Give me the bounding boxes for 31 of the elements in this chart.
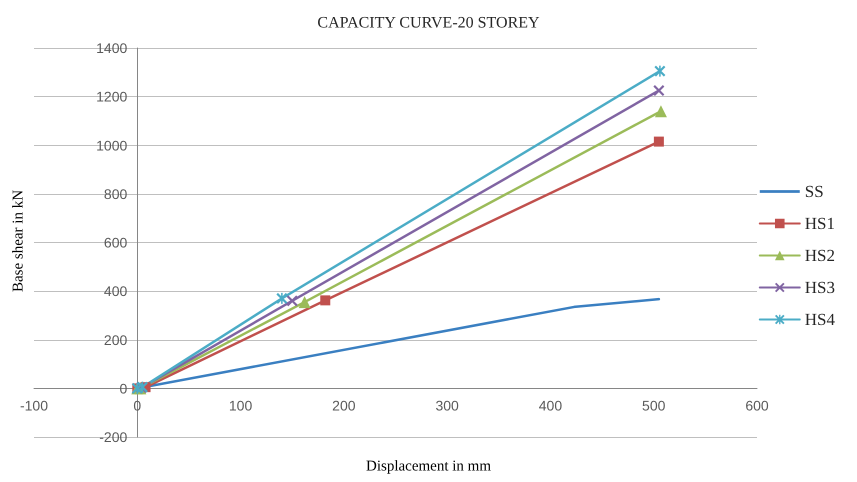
- x-tick-label: 300: [435, 397, 460, 414]
- x-tick-label: -100: [20, 397, 48, 414]
- y-tick-label: 200: [104, 332, 128, 348]
- legend-label: HS2: [804, 246, 836, 265]
- point: [286, 295, 298, 306]
- y-tick-label: 800: [104, 186, 128, 202]
- x-tick-label: 600: [745, 397, 769, 414]
- y-tick-label: 400: [104, 283, 128, 300]
- legend-label: SS: [804, 182, 824, 201]
- y-axis-title: Base shear in kN: [10, 190, 26, 292]
- chart-title: CAPACITY CURVE-20 STOREY: [317, 14, 540, 32]
- y-tick-label: 600: [104, 234, 128, 250]
- point: [653, 85, 664, 96]
- y-tick-label: 1200: [96, 88, 128, 105]
- x-tick-label: 100: [228, 397, 252, 414]
- legend-label: HS4: [804, 310, 836, 329]
- x-tick-label: 500: [642, 397, 666, 414]
- x-tick-label: 200: [332, 397, 356, 414]
- x-axis-title: Displacement in mm: [366, 458, 492, 474]
- point: [654, 105, 667, 118]
- point: [276, 292, 288, 304]
- y-tick-label: 1000: [96, 137, 128, 154]
- point: [654, 136, 664, 147]
- legend-label: HS1: [804, 214, 836, 233]
- y-tick-label: 1400: [96, 40, 128, 56]
- legend-label: HS3: [804, 278, 836, 297]
- x-tick-label: 400: [538, 397, 562, 414]
- point: [654, 66, 666, 77]
- point: [298, 296, 311, 308]
- point: [320, 295, 330, 306]
- y-tick-label: -200: [99, 429, 128, 445]
